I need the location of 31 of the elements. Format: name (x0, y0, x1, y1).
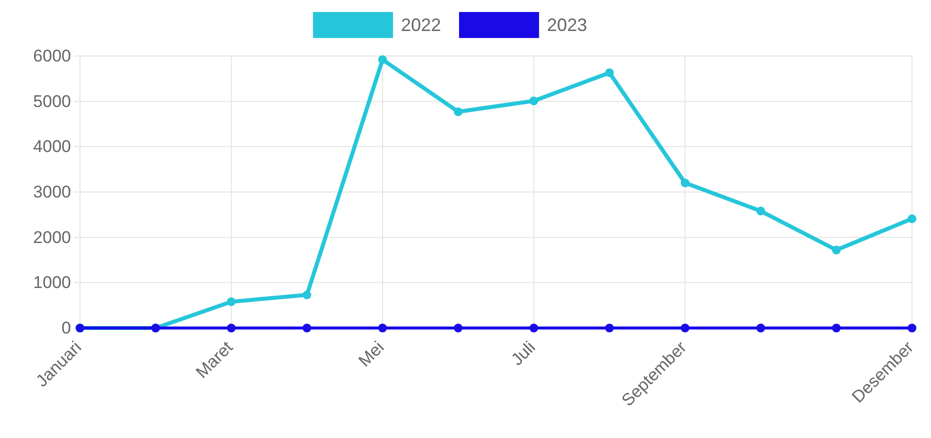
point (226, 324, 236, 332)
y-tick-label: 4000 (33, 137, 71, 156)
point (605, 68, 614, 78)
y-tick-label: 6000 (33, 46, 71, 66)
legend-label: 2022 (401, 15, 442, 35)
y-tick-label: 0 (62, 318, 71, 338)
point (302, 290, 312, 300)
point (756, 206, 766, 216)
point (680, 178, 690, 188)
x-tick-label: Juli (508, 338, 539, 370)
y-tick-label: 2000 (33, 228, 71, 247)
point (756, 324, 766, 332)
point (832, 324, 841, 332)
point (226, 297, 236, 306)
point (378, 324, 387, 332)
y-tick-label: 3000 (33, 182, 71, 202)
point (454, 324, 463, 332)
point (529, 96, 538, 106)
point (832, 246, 841, 254)
x-tick-label: Mei (354, 338, 388, 371)
legend-label: 2023 (547, 15, 588, 35)
point (454, 107, 463, 116)
point (680, 324, 690, 332)
point (378, 55, 387, 64)
point (908, 324, 916, 332)
point (605, 324, 614, 332)
point (529, 324, 538, 332)
y-tick-label: 5000 (33, 92, 71, 111)
point (302, 324, 312, 332)
y-tick-label: 1000 (33, 273, 71, 292)
point (908, 214, 916, 224)
